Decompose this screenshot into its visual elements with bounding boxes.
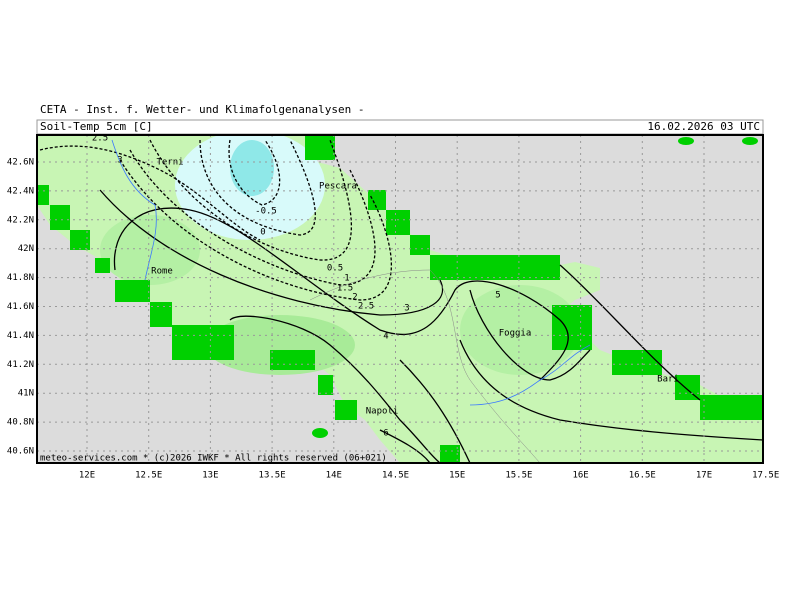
map-frame (36, 134, 764, 464)
lat-label: 42.4N (7, 186, 34, 196)
contour-label: 2.5 (358, 302, 374, 312)
lat-label: 41.2N (7, 360, 34, 370)
place-name: Napoli (366, 407, 399, 417)
valid-time: 16.02.2026 03 UTC (647, 120, 760, 133)
contour-label: 0.5 (327, 264, 343, 274)
contour-label: 0 (260, 228, 265, 238)
map-body: Terni Pescara Rome Foggia Bari Napoli 2.5 3 -0.5… (37, 134, 763, 463)
place-name: Terni (156, 158, 183, 168)
lon-label: 17.5E (752, 471, 779, 481)
contour-label: 6 (383, 429, 388, 439)
lon-label: 16E (572, 471, 588, 481)
contour-label: 2 (352, 293, 357, 303)
lon-label: 12.5E (135, 471, 162, 481)
warm-zone (100, 215, 200, 285)
lat-label: 40.6N (7, 447, 34, 457)
contour-label: 2.5 (92, 134, 108, 144)
coast-cells (37, 135, 763, 463)
lat-label: 42.2N (7, 215, 34, 225)
lat-label: 41.8N (7, 273, 34, 283)
place-name: Pescara (319, 182, 357, 192)
lat-label: 41.4N (7, 331, 34, 341)
lon-label: 17E (696, 471, 712, 481)
footer: meteo-services.com * (c)2026 IWKF * All … (40, 454, 387, 464)
field-name: Soil-Temp 5cm [C] (40, 120, 153, 133)
lat-label: 42N (18, 244, 34, 254)
lon-label: 14.5E (382, 471, 409, 481)
cold-core (230, 140, 274, 196)
header-title: CETA - Inst. f. Wetter- und Klimafolgena… (40, 103, 365, 116)
contour-label: 4 (383, 332, 388, 342)
place-name: Foggia (499, 329, 532, 339)
lon-label: 12E (79, 471, 95, 481)
contour-label: -0.5 (255, 207, 277, 217)
lon-label: 14E (326, 471, 342, 481)
lat-label: 42.6N (7, 158, 34, 168)
contour-label: 1 (344, 274, 349, 284)
lat-label: 41N (18, 389, 34, 399)
rivers (111, 139, 591, 406)
islands (312, 137, 758, 438)
place-name: Rome (151, 267, 173, 277)
contour-label: 3 (117, 156, 122, 166)
lon-label: 13.5E (259, 471, 286, 481)
lon-label: 13E (202, 471, 218, 481)
contour-label: 5 (495, 291, 500, 301)
lat-label: 40.8N (7, 418, 34, 428)
place-name: Bari (657, 375, 679, 385)
lat-label: 41.6N (7, 302, 34, 312)
lon-label: 15.5E (505, 471, 532, 481)
lon-label: 15E (449, 471, 465, 481)
warm-zone (460, 285, 580, 375)
warm-zone (205, 315, 355, 375)
contour-label: 1.5 (337, 284, 353, 294)
contour-label: 3 (404, 304, 409, 314)
lon-label: 16.5E (629, 471, 656, 481)
